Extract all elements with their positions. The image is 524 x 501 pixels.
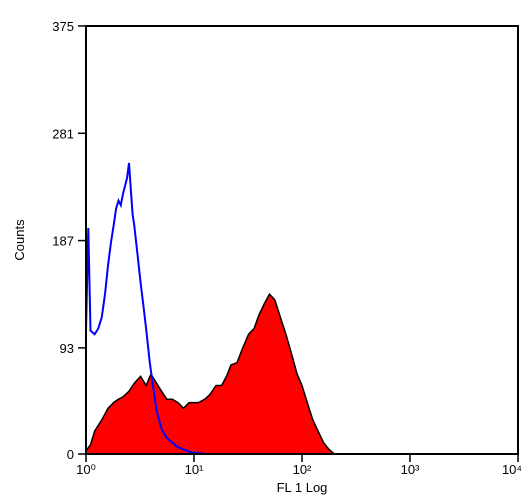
y-tick-label: 281 bbox=[52, 126, 74, 141]
axis-ticks: 0 93 187 281 375 10⁰ 10¹ 10² 10³ 10⁴ bbox=[52, 19, 522, 477]
x-tick-label: 10¹ bbox=[185, 462, 204, 477]
x-tick-label: 10² bbox=[293, 462, 312, 477]
x-tick-label: 10⁴ bbox=[502, 462, 522, 477]
plot-area bbox=[85, 162, 337, 455]
y-tick-label: 375 bbox=[52, 19, 74, 34]
y-axis-title: Counts bbox=[12, 219, 27, 261]
filled-histogram-series bbox=[85, 292, 337, 455]
line-histogram-series bbox=[85, 162, 205, 455]
y-tick-label: 187 bbox=[52, 234, 74, 249]
y-tick-label: 0 bbox=[67, 447, 74, 462]
x-tick-label: 10³ bbox=[401, 462, 420, 477]
x-tick-label: 10⁰ bbox=[76, 462, 96, 477]
x-axis-title: FL 1 Log bbox=[277, 480, 328, 495]
y-tick-label: 93 bbox=[60, 341, 74, 356]
